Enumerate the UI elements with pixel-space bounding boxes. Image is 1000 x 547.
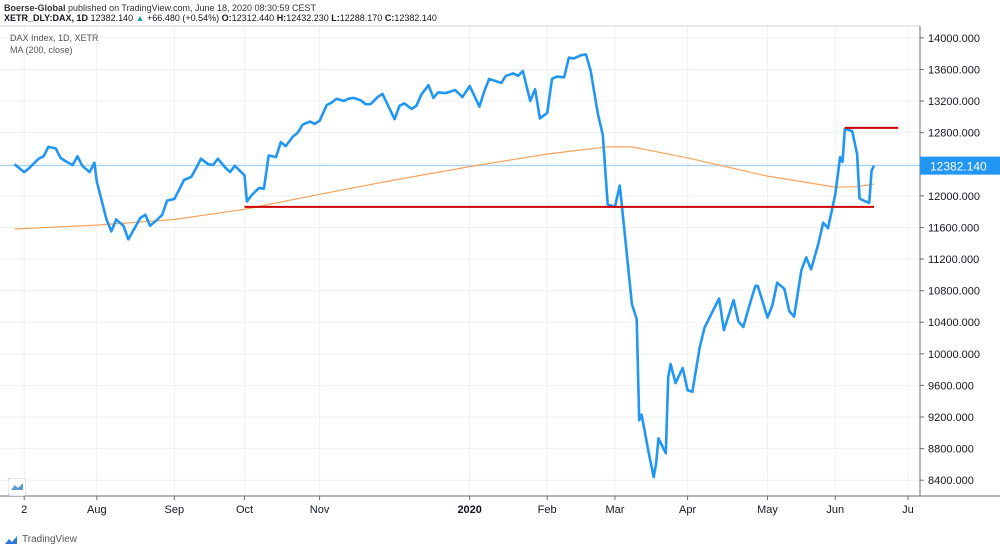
symbol-label: XETR_DLY:DAX, 1D (4, 13, 89, 23)
dax-price-line (13, 53, 876, 479)
time-axis: 2 Aug Sep Oct Nov 2020 Feb Mar Apr May Jun Ju (0, 495, 1000, 516)
price-line (13, 53, 876, 479)
up-arrow-icon: ▲ (135, 13, 145, 23)
published-text: published on TradingView.com, June 18, 2… (68, 3, 317, 13)
y-tick-label: 10000.000 (928, 349, 980, 361)
x-tick-label: Ju (902, 504, 914, 516)
pane-legend: DAX Index, 1D, XETR MA (200, close) (10, 32, 99, 56)
low-label: L: (331, 13, 340, 23)
plot-area (0, 26, 920, 496)
x-tick-label: Oct (236, 504, 253, 516)
y-tick-label: 11600.000 (928, 222, 979, 234)
last-price-label: 12382.140 (930, 160, 987, 174)
x-tick-label: Jun (826, 504, 844, 516)
ohlc-line: XETR_DLY:DAX, 1D 12382.140 ▲ +66.480 (+0… (4, 13, 437, 23)
close-label: C: (384, 13, 395, 23)
tradingview-logo-icon (5, 535, 17, 544)
y-tick-label: 13600.000 (928, 64, 980, 76)
footer-brand[interactable]: TradingView (22, 534, 78, 545)
price-axis: 14000.00013600.00013200.00012800.0001240… (919, 26, 1000, 496)
x-tick-label: Apr (679, 504, 696, 516)
ma-legend[interactable]: MA (200, close) (10, 45, 73, 55)
y-tick-label: 11200.000 (928, 254, 979, 266)
y-tick-label: 8400.000 (928, 475, 974, 487)
ma-line (14, 146, 875, 230)
publish-line: Boerse-Global published on TradingView.c… (4, 3, 316, 13)
tradingview-watermark-icon (8, 478, 26, 496)
high-label: H: (276, 13, 287, 23)
close-value: 12382.140 (394, 13, 437, 23)
x-tick-label: Mar (605, 504, 624, 516)
publisher-name[interactable]: Boerse-Global (4, 3, 66, 13)
high-value: 12432.230 (286, 13, 329, 23)
low-value: 12288.170 (339, 13, 383, 23)
y-tick-label: 9600.000 (928, 380, 974, 392)
x-tick-label: Aug (87, 504, 107, 516)
y-tick-label: 10400.000 (928, 317, 980, 329)
change-value: +66.480 (+0.54%) (147, 13, 220, 23)
y-tick-label: 14000.000 (928, 33, 980, 45)
last-price: 12382.140 (90, 13, 134, 23)
open-value: 12312.440 (231, 13, 275, 23)
x-tick-label: Sep (165, 504, 185, 516)
last-price-label-bg (920, 156, 1000, 175)
chart-grid (0, 25, 920, 496)
series-legend[interactable]: DAX Index, 1D, XETR (10, 33, 99, 43)
x-tick-label: 2 (21, 504, 27, 516)
ma-200-line (14, 146, 875, 230)
y-tick-label: 10800.000 (928, 286, 980, 298)
y-tick-label: 13200.000 (928, 96, 980, 108)
x-tick-label: 2020 (457, 504, 481, 516)
y-tick-label: 12000.000 (928, 191, 980, 203)
footer: TradingView (4, 534, 77, 545)
x-tick-label: May (757, 504, 778, 516)
x-tick-label: Feb (538, 504, 557, 516)
open-label: O: (221, 13, 232, 23)
y-tick-label: 9200.000 (928, 412, 974, 424)
x-tick-label: Nov (310, 504, 330, 516)
horizontal-lines (244, 126, 899, 208)
y-tick-label: 12800.000 (928, 128, 980, 140)
y-tick-label: 8800.000 (928, 444, 974, 456)
